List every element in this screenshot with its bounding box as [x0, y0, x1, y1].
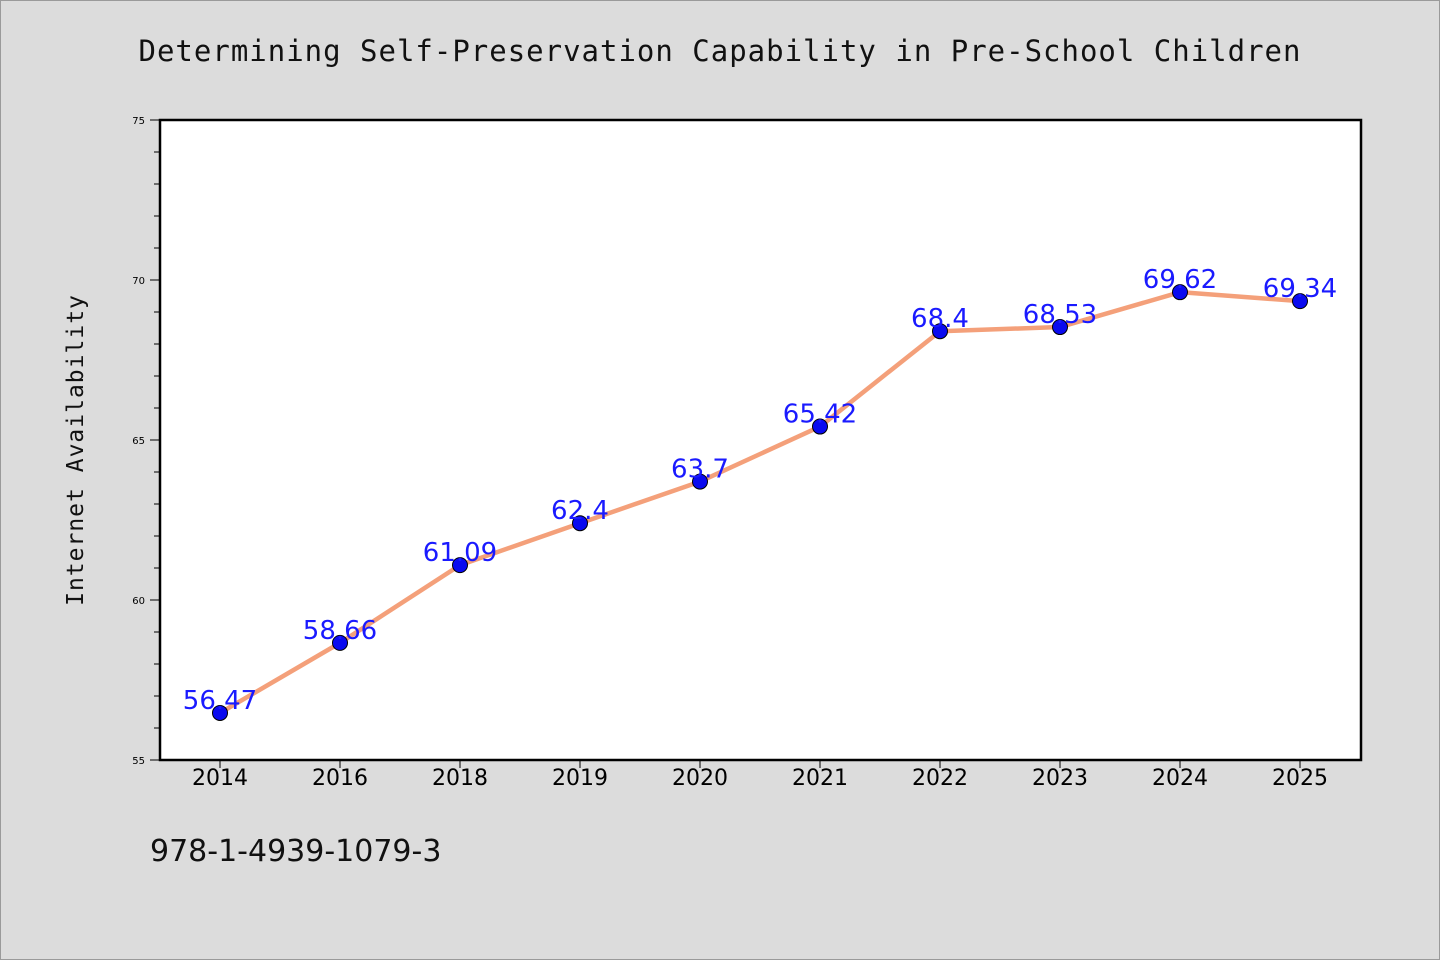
data-label: 58.66: [303, 616, 377, 646]
isbn-text: 978-1-4939-1079-3: [150, 834, 442, 869]
x-tick-label: 2025: [1272, 766, 1328, 791]
chart-title: Determining Self-Preservation Capability…: [138, 34, 1302, 68]
series-line-group: [217, 289, 1303, 716]
y-tick-label: 70: [132, 276, 145, 287]
x-tick-label: 2022: [912, 766, 968, 791]
x-tick-label: 2021: [792, 766, 848, 791]
data-label: 65.42: [783, 400, 857, 430]
data-label: 62.4: [551, 496, 609, 526]
data-label: 56.47: [183, 686, 257, 716]
data-label: 63.7: [671, 455, 729, 485]
plot-area: [158, 118, 1363, 762]
data-points: [212, 284, 1308, 721]
series-line: [217, 289, 1303, 716]
y-tick-label: 75: [132, 116, 145, 127]
data-point: [1292, 293, 1308, 310]
y-tick-label: 60: [132, 596, 145, 607]
y-tick-label: 55: [132, 756, 145, 767]
y-axis: 55 60 65 70 75: [132, 116, 160, 767]
x-tick-label: 2014: [192, 766, 248, 791]
x-tick-label: 2016: [312, 766, 368, 791]
y-tick-label: 65: [132, 436, 145, 447]
data-label: 69.62: [1143, 265, 1217, 295]
data-point: [692, 473, 708, 490]
data-label: 68.4: [911, 304, 969, 334]
data-label: 69.34: [1263, 274, 1337, 304]
data-point: [332, 634, 348, 651]
x-tick-label: 2019: [552, 766, 608, 791]
y-minor-ticks: [154, 151, 160, 729]
x-tick-label: 2023: [1032, 766, 1088, 791]
data-point: [212, 704, 228, 721]
data-labels: 56.47 58.66 61.09 62.4 63.7 65.42 68.4 68.53 69.…: [183, 265, 1337, 716]
x-tick-label: 2024: [1152, 766, 1208, 791]
data-point: [932, 323, 948, 340]
data-point: [1172, 284, 1188, 301]
data-point: [452, 557, 468, 574]
data-point: [572, 515, 588, 532]
data-label: 68.53: [1023, 300, 1097, 330]
x-axis: 2014 2016 2018 2019 2020 2021 2022 2023 2024 2025: [192, 760, 1328, 791]
data-point: [812, 418, 828, 435]
data-point: [1052, 319, 1068, 336]
data-label: 61.09: [423, 538, 497, 568]
x-tick-label: 2018: [432, 766, 488, 791]
x-tick-label: 2020: [672, 766, 728, 791]
